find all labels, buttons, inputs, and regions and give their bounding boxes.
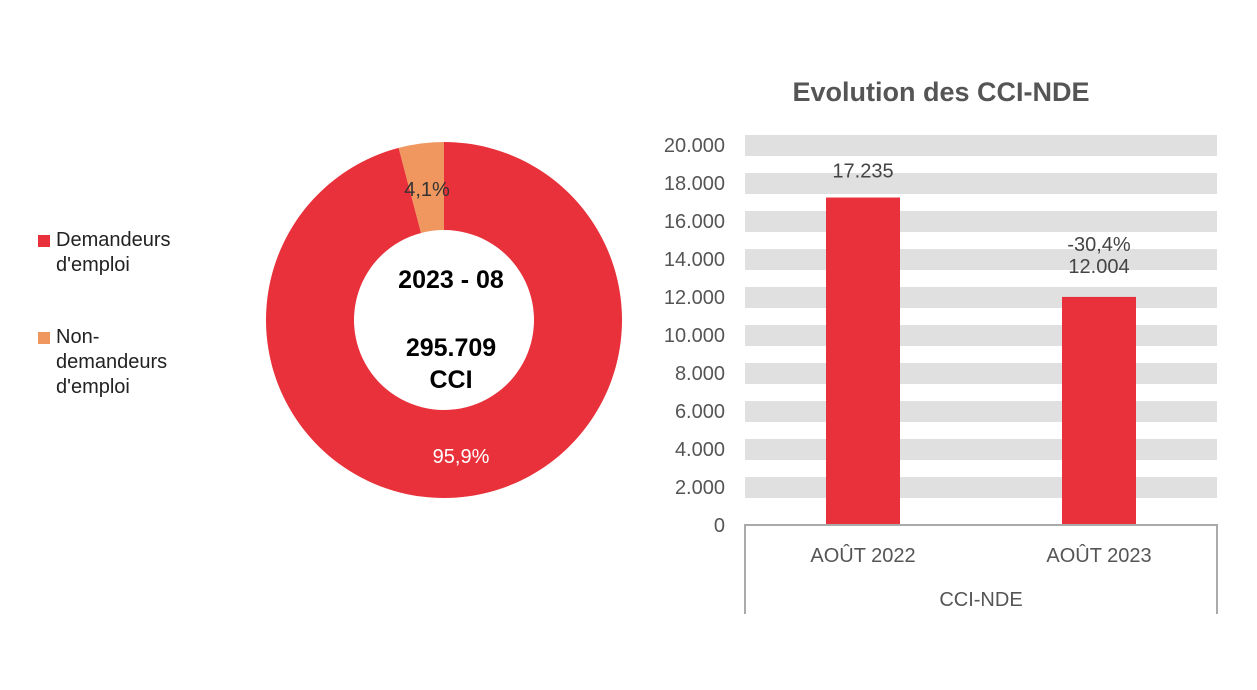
bar-0 — [826, 197, 900, 525]
x-axis-frame — [744, 524, 1218, 614]
grid-band — [745, 439, 1217, 460]
slice-label-non-demandeurs: 4,1% — [404, 179, 450, 201]
grid-band — [745, 211, 1217, 232]
legend-label: Non-demandeurs d'emploi — [56, 326, 168, 398]
slice-label-demandeurs: 95,9% — [433, 446, 490, 468]
center-unit: CCI — [429, 366, 472, 394]
donut-slice-0 — [266, 142, 623, 498]
center-period: 2023 - 08 — [398, 266, 504, 294]
bar-value-label: 12.004 — [1068, 256, 1129, 278]
donut-slice-1 — [398, 142, 444, 233]
y-tick-label: 18.000 — [664, 173, 725, 195]
grid-band — [745, 249, 1217, 270]
legend-label: Demandeurs d'emploi — [56, 229, 171, 276]
grid-band — [745, 325, 1217, 346]
legend-swatch-non-demandeurs — [38, 332, 50, 344]
y-tick-label: 2.000 — [675, 477, 725, 499]
grid-band — [745, 287, 1217, 308]
grid-band — [745, 173, 1217, 194]
y-tick-label: 10.000 — [664, 325, 725, 347]
grid-band — [745, 135, 1217, 156]
y-tick-label: 20.000 — [664, 135, 725, 157]
y-tick-label: 4.000 — [675, 439, 725, 461]
y-tick-label: 14.000 — [664, 249, 725, 271]
x-tick-label: AOÛT 2022 — [810, 544, 915, 567]
grid-band — [745, 363, 1217, 384]
chart-title: Evolution des CCI-NDE — [792, 77, 1089, 107]
grid-band — [745, 401, 1217, 422]
y-tick-label: 16.000 — [664, 211, 725, 233]
y-tick-label: 8.000 — [675, 363, 725, 385]
center-total: 295.709 — [406, 334, 496, 362]
x-tick-label: AOÛT 2023 — [1046, 544, 1151, 567]
change-label: -30,4% — [1067, 234, 1131, 256]
bar-value-label: 17.235 — [832, 161, 893, 183]
x-group-label: CCI-NDE — [939, 589, 1022, 611]
bar-1 — [1062, 296, 1136, 525]
y-tick-label: 6.000 — [675, 401, 725, 423]
y-tick-label: 12.000 — [664, 287, 725, 309]
y-tick-label: 0 — [714, 515, 725, 537]
legend-swatch-demandeurs — [38, 235, 50, 247]
grid-band — [745, 477, 1217, 498]
